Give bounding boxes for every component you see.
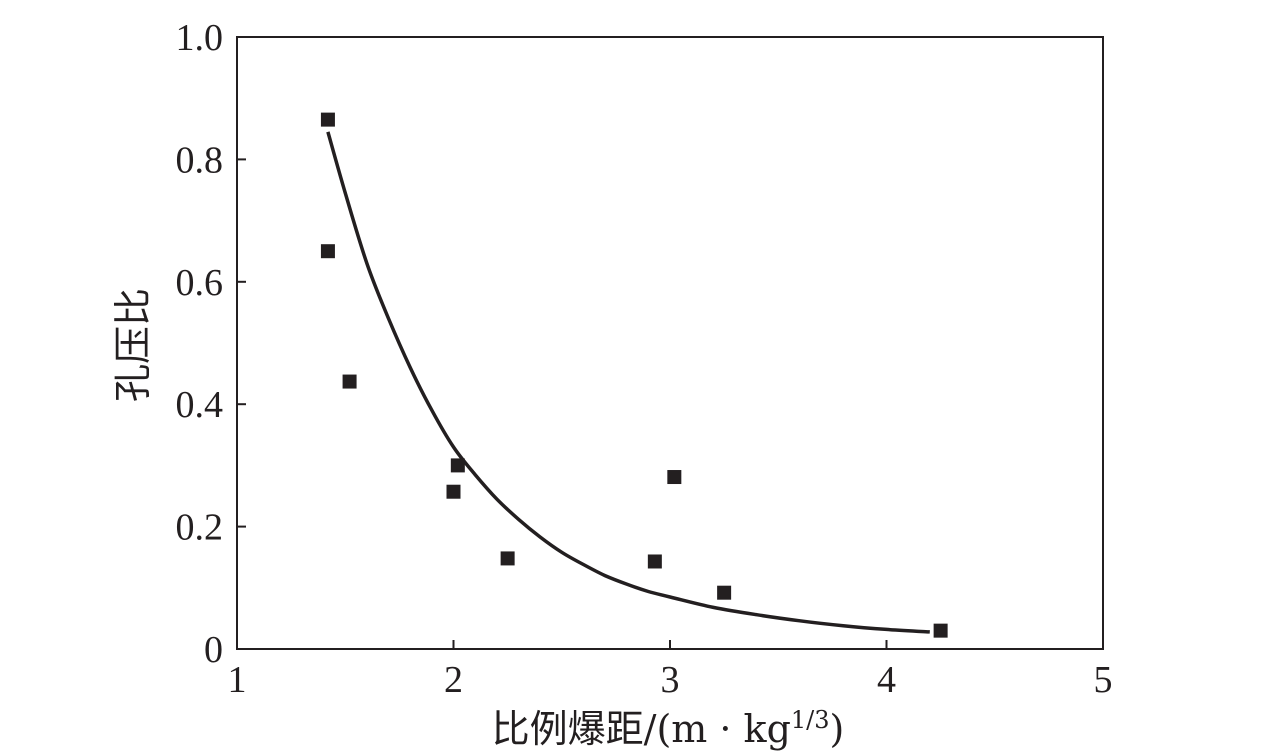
x-tick-label: 5 [1094, 659, 1113, 701]
data-point [933, 623, 948, 638]
x-tick-label: 3 [661, 659, 680, 701]
axes: 1 2 3 4 5 0 0.2 0.4 0.6 0.8 1.0 [176, 17, 1113, 701]
plot-area [320, 112, 948, 638]
x-tick-label: 2 [444, 659, 463, 701]
fit-curve [326, 131, 930, 634]
data-point [500, 551, 515, 566]
x-tick-label: 4 [877, 659, 896, 701]
data-point [717, 585, 732, 600]
y-tick-label: 0 [204, 629, 223, 671]
y-tick-label: 0.4 [176, 384, 224, 426]
data-point [342, 374, 357, 389]
data-point [320, 244, 335, 259]
x-axis-label: 比例爆距/(m · kg1/3) [492, 706, 845, 751]
data-point [647, 554, 662, 569]
x-axis-label-close: ) [830, 707, 845, 751]
y-tick-label: 0.6 [176, 262, 224, 304]
x-axis-label-main: 比例爆距/(m · kg [492, 707, 791, 751]
x-tick-label: 1 [228, 659, 247, 701]
data-point [320, 112, 335, 127]
x-axis-label-superscript: 1/3 [791, 706, 830, 734]
data-point [667, 470, 682, 485]
plot-frame [236, 36, 1104, 650]
y-tick-label: 1.0 [176, 17, 224, 59]
y-tick-label: 0.2 [176, 507, 224, 549]
y-tick-label: 0.8 [176, 139, 224, 181]
data-point [450, 458, 465, 473]
y-axis-label: 孔压比 [111, 288, 155, 402]
data-point [446, 484, 461, 499]
